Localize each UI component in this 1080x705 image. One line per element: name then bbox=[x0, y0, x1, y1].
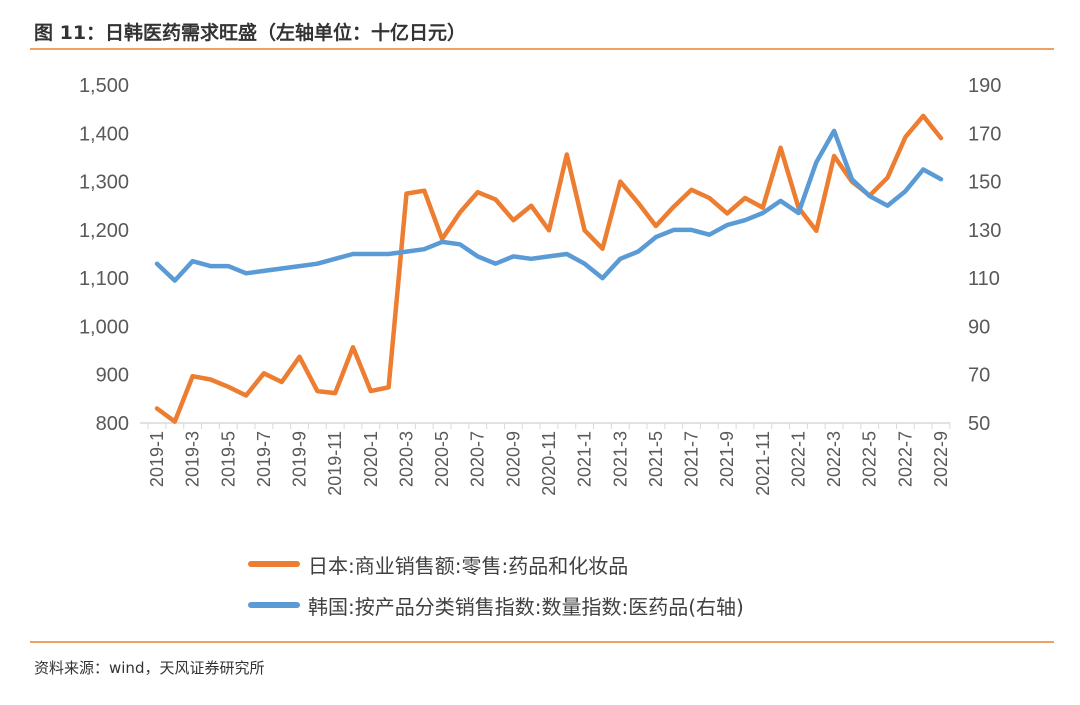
x-tick-label: 2022-5 bbox=[860, 431, 880, 487]
source-note: 资料来源：wind，天风证券研究所 bbox=[34, 659, 265, 677]
x-tick-label: 2019-3 bbox=[183, 431, 203, 487]
x-tick-label: 2020-7 bbox=[468, 431, 488, 487]
x-tick-label: 2020-5 bbox=[432, 431, 452, 487]
x-tick-label: 2019-1 bbox=[147, 431, 167, 487]
right-tick-label: 110 bbox=[968, 268, 1000, 290]
x-tick-label: 2022-1 bbox=[788, 431, 808, 487]
x-axis-ticks bbox=[147, 423, 951, 429]
left-tick-label: 1,500 bbox=[79, 75, 129, 97]
right-tick-label: 90 bbox=[968, 316, 990, 338]
right-tick-label: 190 bbox=[968, 75, 1001, 97]
left-tick-label: 1,100 bbox=[79, 268, 129, 290]
series-line-korea bbox=[154, 128, 944, 283]
left-tick-label: 1,300 bbox=[79, 172, 129, 194]
x-tick-label: 2021-3 bbox=[610, 431, 630, 487]
series-line-japan bbox=[154, 113, 944, 424]
legend-item-japan: 日本:商业销售额:零售:药品和化妆品 bbox=[248, 549, 628, 579]
x-tick-label: 2021-9 bbox=[717, 431, 737, 487]
x-tick-label: 2019-5 bbox=[218, 431, 238, 487]
legend-label-japan: 日本:商业销售额:零售:药品和化妆品 bbox=[308, 553, 629, 578]
right-tick-label: 150 bbox=[968, 172, 1001, 194]
left-tick-label: 1,200 bbox=[79, 220, 129, 242]
right-axis-labels: 50 70 90 110 130 150 170 190 bbox=[968, 75, 1001, 435]
right-tick-label: 70 bbox=[968, 365, 990, 387]
x-tick-label: 2020-1 bbox=[361, 431, 381, 487]
x-tick-label: 2021-7 bbox=[682, 431, 702, 487]
line-chart: 800 900 1,000 1,100 1,200 1,300 1,400 1,500 50 7… bbox=[79, 75, 1001, 496]
left-tick-label: 900 bbox=[96, 365, 129, 387]
x-tick-label: 2022-9 bbox=[931, 431, 951, 487]
x-tick-label: 2021-5 bbox=[646, 431, 666, 487]
x-tick-label: 2021-1 bbox=[575, 431, 595, 487]
legend-item-korea: 韩国:按产品分类销售指数:数量指数:医药品(右轴) bbox=[248, 590, 744, 620]
legend-label-korea: 韩国:按产品分类销售指数:数量指数:医药品(右轴) bbox=[308, 594, 744, 619]
x-tick-label: 2019-7 bbox=[254, 431, 274, 487]
legend-swatch-japan bbox=[248, 561, 300, 567]
right-tick-label: 50 bbox=[968, 413, 990, 435]
x-tick-label: 2019-11 bbox=[325, 431, 345, 496]
title-rule bbox=[30, 48, 1054, 50]
x-tick-label: 2020-3 bbox=[396, 431, 416, 487]
right-tick-label: 130 bbox=[968, 220, 1001, 242]
left-tick-label: 1,000 bbox=[79, 316, 129, 338]
x-tick-label: 2020-9 bbox=[503, 431, 523, 487]
x-axis-labels: 2019-1 2019-3 2019-5 2019-7 2019-9 2019-11 202… bbox=[147, 431, 951, 496]
right-tick-label: 170 bbox=[968, 123, 1001, 145]
left-tick-label: 1,400 bbox=[79, 123, 129, 145]
x-tick-label: 2022-7 bbox=[895, 431, 915, 487]
source-rule bbox=[30, 641, 1054, 643]
x-tick-label: 2019-9 bbox=[290, 431, 310, 487]
x-tick-label: 2021-11 bbox=[753, 431, 773, 496]
figure-title: 图 11：日韩医药需求旺盛（左轴单位：十亿日元） bbox=[34, 22, 467, 44]
x-tick-label: 2020-11 bbox=[539, 431, 559, 496]
x-tick-label: 2022-3 bbox=[824, 431, 844, 487]
left-axis-labels: 800 900 1,000 1,100 1,200 1,300 1,400 1,500 bbox=[79, 75, 129, 435]
legend-swatch-korea bbox=[248, 602, 300, 608]
left-tick-label: 800 bbox=[96, 413, 129, 435]
series-lines bbox=[154, 113, 944, 424]
